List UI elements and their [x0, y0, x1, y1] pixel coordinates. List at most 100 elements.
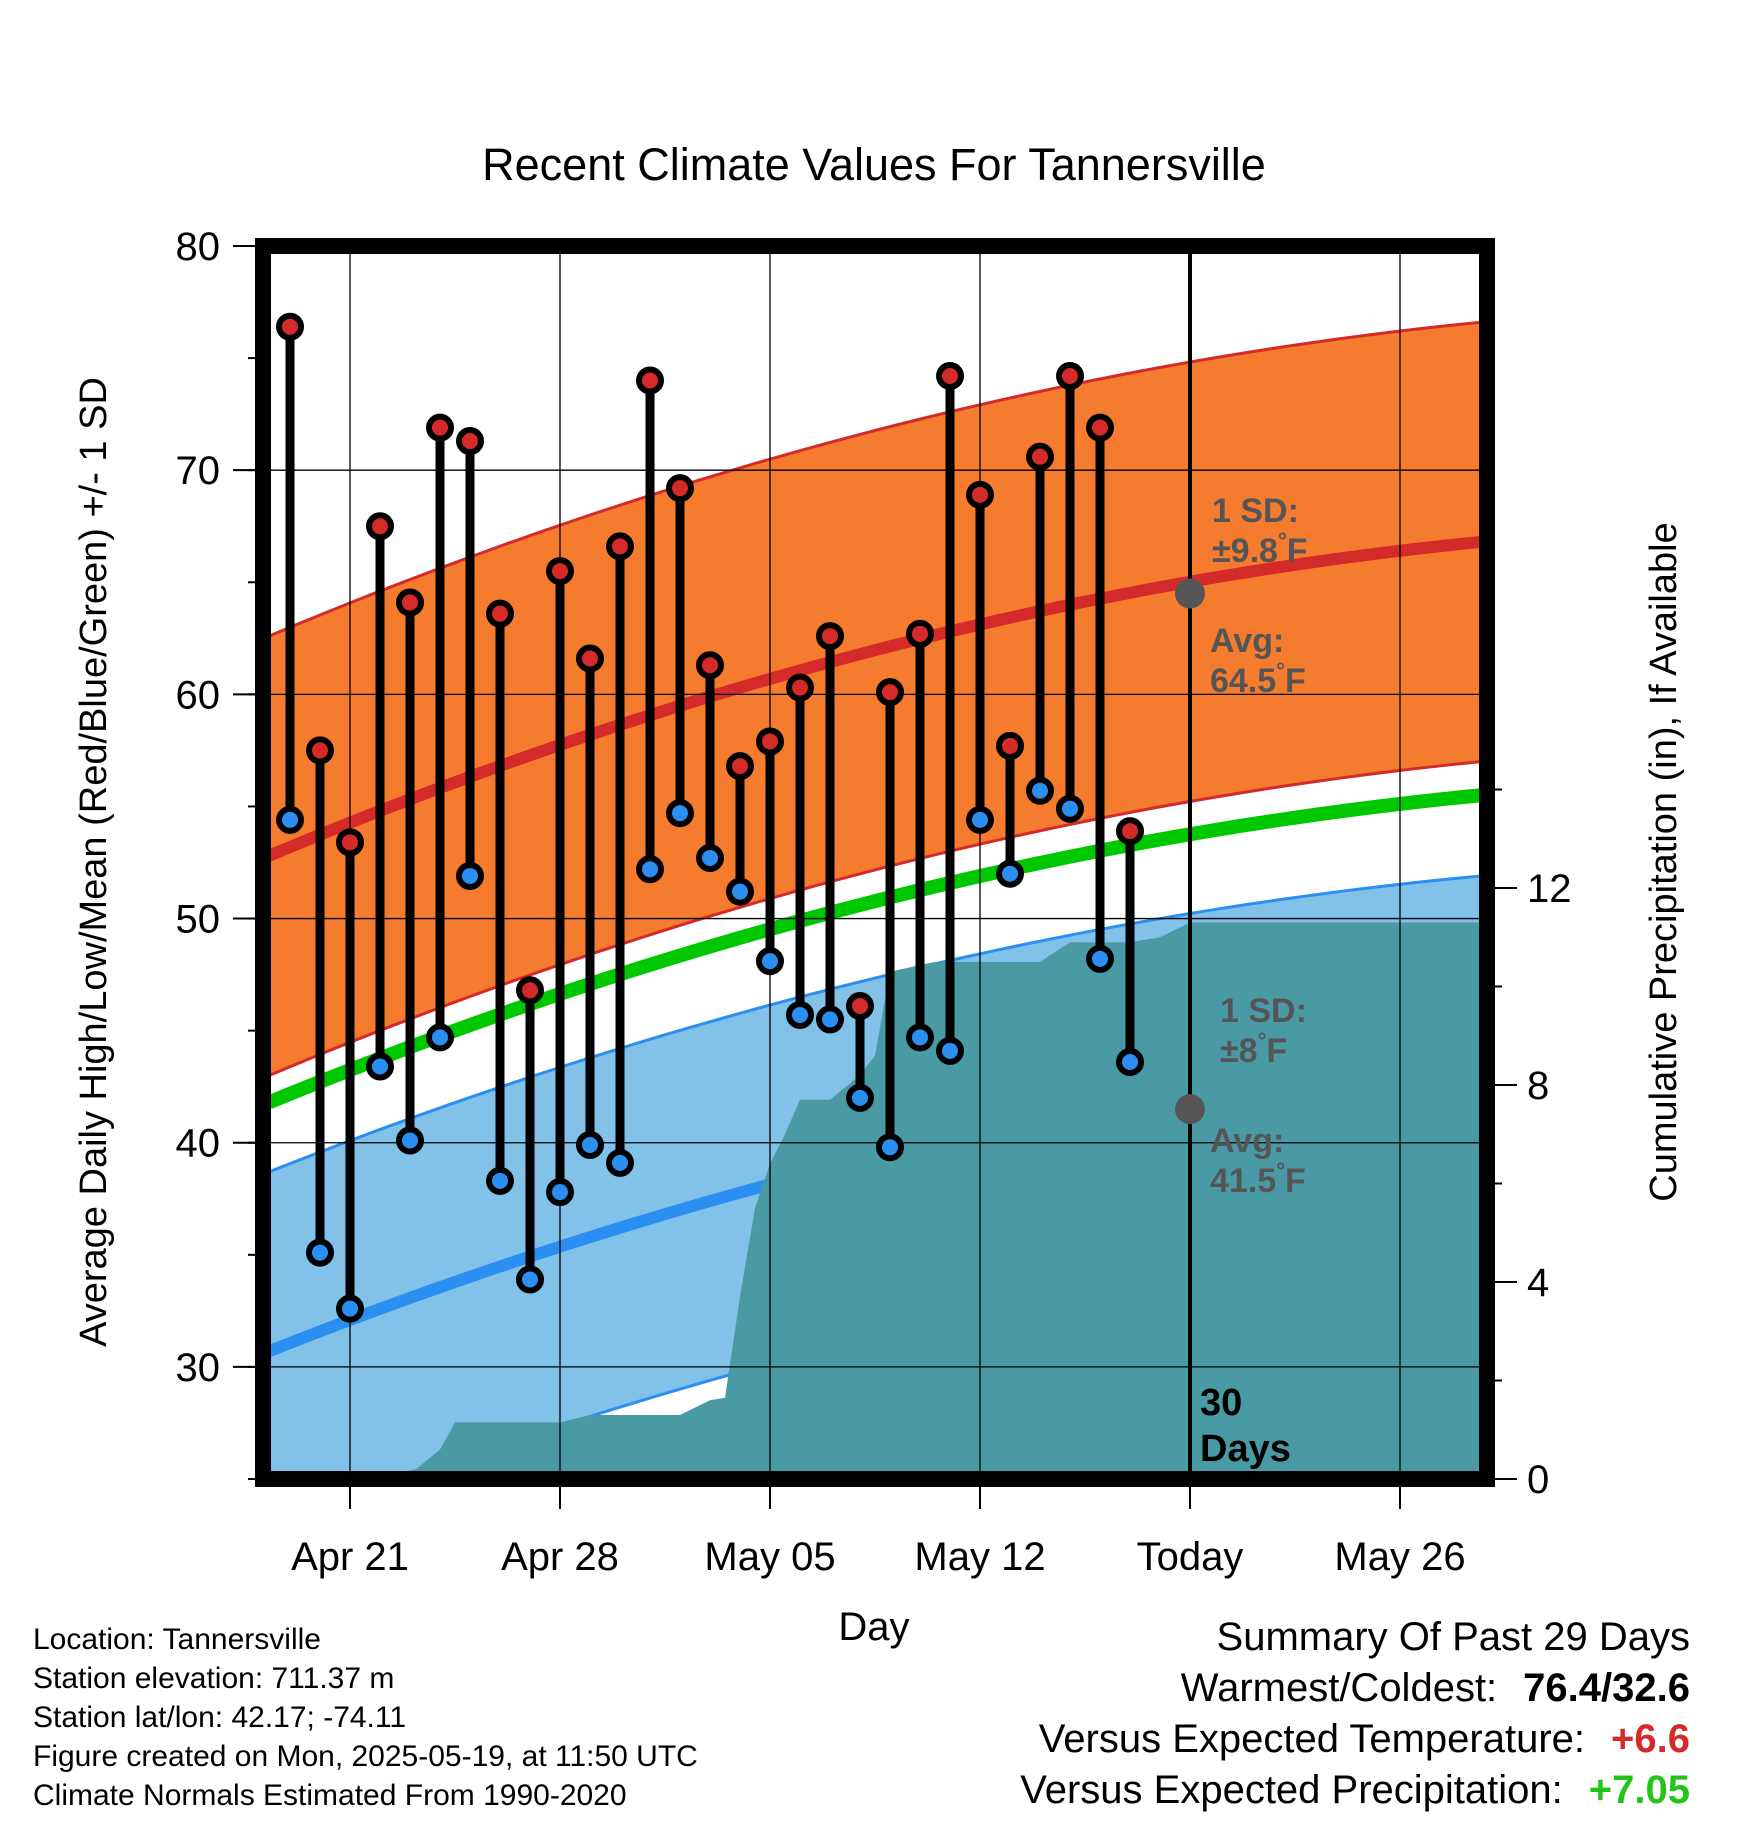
temp-anomaly-row: Versus Expected Temperature: +6.6 — [1020, 1714, 1690, 1765]
high-sd-value: ±9.8°F — [1212, 528, 1308, 570]
x-axis-label: Day — [838, 1605, 909, 1649]
daily-low-point — [696, 844, 724, 873]
summary-heading: Summary Of Past 29 Days — [1216, 1615, 1690, 1659]
today-days-unit: Days — [1200, 1428, 1291, 1470]
daily-low-point — [876, 1133, 904, 1162]
daily-high-point — [726, 752, 754, 781]
warm-cold-label: Warmest/Coldest: — [1180, 1666, 1498, 1710]
daily-high-point — [876, 678, 904, 707]
today-low-marker — [1175, 1094, 1205, 1125]
cumulative-precip-area — [269, 922, 1481, 1479]
daily-high-point — [576, 644, 604, 673]
chart-title: Recent Climate Values For Tannersville — [482, 139, 1266, 190]
daily-high-point — [1086, 413, 1114, 442]
normals-text: Climate Normals Estimated From 1990-2020 — [33, 1779, 627, 1812]
daily-high-point — [426, 413, 454, 442]
daily-low-point — [546, 1178, 574, 1207]
daily-low-point — [966, 805, 994, 834]
daily-high-point — [606, 532, 634, 561]
low-avg-label: Avg: — [1210, 1122, 1284, 1160]
left-tick-label: 40 — [176, 1122, 221, 1166]
daily-high-point — [786, 673, 814, 702]
daily-high-point — [486, 599, 514, 628]
high-sd-band — [269, 322, 1481, 1076]
daily-low-point — [396, 1126, 424, 1155]
daily-high-point — [546, 557, 574, 586]
daily-high-point — [516, 976, 544, 1005]
high-sd-band-lower-edge — [268, 760, 1482, 1077]
elevation-text: Station elevation: 711.37 m — [33, 1662, 395, 1695]
daily-high-point — [666, 474, 694, 503]
right-tick-label: 12 — [1527, 867, 1572, 911]
daily-high-point — [396, 588, 424, 617]
x-tick-label: May 05 — [704, 1535, 835, 1579]
daily-low-point — [1116, 1048, 1144, 1077]
daily-low-point — [1026, 776, 1054, 805]
daily-low-point — [666, 799, 694, 828]
low-sd-label: 1 SD: — [1220, 992, 1307, 1030]
daily-high-point — [756, 727, 784, 756]
daily-low-point — [426, 1023, 454, 1052]
right-tick-label: 0 — [1527, 1458, 1549, 1502]
left-tick-label: 70 — [176, 449, 221, 493]
daily-low-point — [816, 1005, 844, 1034]
right-tick-label: 8 — [1527, 1064, 1549, 1108]
daily-high-point — [966, 480, 994, 509]
daily-high-point — [906, 619, 934, 648]
daily-low-point — [336, 1294, 364, 1323]
daily-low-point — [456, 861, 484, 890]
summary-panel: Summary Of Past 29 Days Warmest/Coldest:… — [1020, 1612, 1690, 1816]
daily-high-point — [456, 427, 484, 456]
daily-high-point — [306, 736, 334, 765]
plot-frame — [255, 238, 1495, 1487]
daily-low-point — [366, 1052, 394, 1081]
today-high-marker — [1175, 578, 1205, 609]
warm-cold-row: Warmest/Coldest: 76.4/32.6 — [1020, 1663, 1690, 1714]
left-axis-label: Average Daily High/Low/Mean (Red/Blue/Gr… — [73, 377, 115, 1347]
temp-anomaly-value: +6.6 — [1611, 1717, 1690, 1761]
created-text: Figure created on Mon, 2025-05-19, at 11… — [33, 1740, 698, 1773]
daily-low-point — [786, 1000, 814, 1029]
high-sd-label: 1 SD: — [1212, 492, 1299, 530]
daily-low-point — [1086, 944, 1114, 973]
daily-low-point — [936, 1036, 964, 1065]
daily-low-point — [1056, 794, 1084, 823]
right-tick-label: 4 — [1527, 1261, 1549, 1305]
x-tick-label: Apr 21 — [291, 1535, 409, 1579]
high-avg-value: 64.5°F — [1210, 658, 1306, 700]
daily-observations — [276, 312, 1144, 1323]
low-sd-band-upper-edge — [268, 874, 1482, 1174]
x-tick-label: Apr 28 — [501, 1535, 619, 1579]
daily-high-point — [366, 512, 394, 541]
left-tick-label: 50 — [176, 898, 221, 942]
daily-high-point — [1026, 442, 1054, 471]
left-tick-label: 30 — [176, 1346, 221, 1390]
daily-low-point — [906, 1023, 934, 1052]
daily-high-point — [816, 622, 844, 651]
right-axis-label: Cumulative Precipitation (in), If Availa… — [1643, 522, 1685, 1201]
today-days-count: 30 — [1200, 1382, 1242, 1424]
daily-high-point — [696, 651, 724, 680]
daily-low-point — [606, 1148, 634, 1177]
low-sd-value: ±8°F — [1220, 1028, 1287, 1070]
prcp-anomaly-row: Versus Expected Precipitation: +7.05 — [1020, 1765, 1690, 1816]
daily-high-point — [936, 362, 964, 391]
normal-mean-line — [266, 788, 1482, 1109]
low-avg-value: 41.5°F — [1210, 1158, 1306, 1200]
daily-high-point — [1116, 817, 1144, 846]
prcp-anomaly-value: +7.05 — [1588, 1768, 1690, 1812]
daily-high-point — [276, 312, 304, 341]
daily-low-point — [276, 805, 304, 834]
plot-area — [263, 246, 1487, 1479]
location-text: Location: Tannersville — [33, 1623, 321, 1656]
daily-low-point — [846, 1083, 874, 1112]
daily-low-point — [486, 1166, 514, 1195]
daily-high-point — [996, 731, 1024, 760]
high-avg-label: Avg: — [1210, 622, 1284, 660]
prcp-anomaly-label: Versus Expected Precipitation: — [1020, 1768, 1563, 1812]
daily-high-point — [336, 828, 364, 857]
daily-low-point — [756, 947, 784, 976]
left-tick-label: 80 — [176, 225, 221, 269]
daily-low-point — [726, 877, 754, 906]
